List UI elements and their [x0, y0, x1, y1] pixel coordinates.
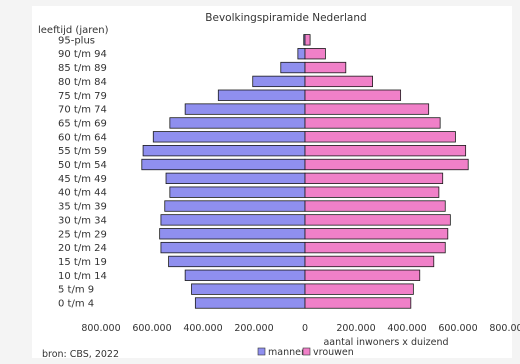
x-tick-label: 400.000: [183, 323, 222, 334]
y-tick-label: 50 t/m 54: [58, 160, 107, 171]
bar-mannen-30-t-m-34: [160, 214, 306, 226]
bar-mannen-65-t-m-69: [169, 117, 306, 129]
legend: mannen vrouwen: [257, 347, 354, 358]
bar-mannen-85-t-m-89: [280, 61, 306, 74]
bar-vrouwen-30-t-m-34: [304, 214, 451, 226]
y-tick-label: 65 t/m 69: [58, 118, 107, 129]
bar-mannen-75-t-m-79: [217, 89, 306, 101]
bar-mannen-55-t-m-59: [142, 144, 306, 157]
x-tick-labels: 800.000 600.000 400.000 200.000 0 200.000 400.…: [81, 323, 520, 334]
legend-swatch-mannen: [257, 347, 266, 356]
bar-vrouwen-45-t-m-49: [304, 172, 444, 185]
bar-mannen-5-t-m-9: [191, 283, 306, 295]
legend-swatch-vrouwen: [302, 347, 311, 356]
bar-mannen-25-t-m-29: [159, 228, 306, 240]
x-tick-label: 0: [302, 323, 308, 334]
y-tick-label: 15 t/m 19: [58, 257, 107, 268]
x-tick-label: 400.000: [387, 323, 426, 334]
y-tick-label: 0 t/m 4: [58, 299, 94, 310]
y-tick-label: 85 t/m 89: [58, 63, 107, 74]
y-tick-label: 45 t/m 49: [58, 174, 107, 185]
mannen-bars: [141, 34, 306, 309]
bar-vrouwen-20-t-m-24: [304, 241, 446, 254]
bar-vrouwen-65-t-m-69: [304, 117, 441, 129]
bar-mannen-0-t-m-4: [194, 297, 306, 309]
y-tick-label: 10 t/m 14: [58, 271, 107, 282]
y-tick-label: 40 t/m 44: [58, 188, 107, 199]
bar-mannen-20-t-m-24: [160, 241, 306, 254]
y-tick-label: 70 t/m 74: [58, 105, 107, 116]
bar-mannen-40-t-m-44: [169, 186, 306, 198]
bar-mannen-90-t-m-94: [297, 48, 306, 60]
bar-mannen-45-t-m-49: [165, 172, 306, 185]
bar-vrouwen-0-t-m-4: [304, 297, 412, 309]
x-tick-label: 200.000: [234, 323, 273, 334]
x-tick-label: 800.000: [489, 323, 520, 334]
bar-vrouwen-60-t-m-64: [304, 131, 456, 143]
y-tick-label: 55 t/m 59: [58, 146, 107, 157]
bar-vrouwen-75-t-m-79: [304, 89, 402, 101]
y-tick-label: 30 t/m 34: [58, 215, 107, 226]
y-tick-label: 95-plus: [58, 35, 95, 46]
chart-title: Bevolkingspiramide Nederland: [205, 12, 366, 24]
bar-vrouwen-85-t-m-89: [304, 61, 347, 74]
x-tick-label: 600.000: [132, 323, 171, 334]
y-tick-label: 20 t/m 24: [58, 243, 107, 254]
y-tick-label: 75 t/m 79: [58, 91, 107, 102]
bar-vrouwen-5-t-m-9: [304, 283, 414, 295]
y-tick-labels: 0 t/m 4 5 t/m 9 10 t/m 14 15 t/m 19 20 t/m 2…: [58, 35, 107, 309]
bar-vrouwen-50-t-m-54: [304, 158, 469, 171]
y-tick-label: 35 t/m 39: [58, 202, 107, 213]
x-axis-label: aantal inwoners x duizend: [323, 337, 448, 348]
y-tick-label: 90 t/m 94: [58, 49, 107, 60]
bar-mannen-15-t-m-19: [168, 255, 306, 268]
bar-vrouwen-15-t-m-19: [304, 255, 435, 268]
y-tick-label: 5 t/m 9: [58, 285, 94, 296]
x-tick-label: 800.000: [81, 323, 120, 334]
y-tick-label: 25 t/m 29: [58, 229, 107, 240]
bar-vrouwen-70-t-m-74: [304, 103, 430, 115]
bar-mannen-35-t-m-39: [164, 200, 306, 212]
bar-vrouwen-25-t-m-29: [304, 228, 449, 240]
bar-vrouwen-55-t-m-59: [304, 144, 467, 157]
bar-mannen-60-t-m-64: [152, 131, 306, 143]
bar-vrouwen-90-t-m-94: [304, 48, 326, 60]
bar-vrouwen-35-t-m-39: [304, 200, 446, 212]
x-tick-label: 200.000: [336, 323, 375, 334]
bar-mannen-70-t-m-74: [184, 103, 306, 115]
y-tick-label: 80 t/m 84: [58, 77, 107, 88]
bar-mannen-10-t-m-14: [184, 269, 306, 281]
y-tick-label: 60 t/m 64: [58, 132, 107, 143]
legend-label-mannen: mannen: [268, 347, 307, 358]
bar-vrouwen-95-plus: [304, 34, 311, 46]
bar-vrouwen-10-t-m-14: [304, 269, 421, 281]
bar-mannen-50-t-m-54: [141, 158, 306, 171]
vrouwen-bars: [304, 34, 469, 309]
bar-vrouwen-80-t-m-84: [304, 75, 373, 88]
bar-vrouwen-40-t-m-44: [304, 186, 440, 198]
source-note: bron: CBS, 2022: [42, 349, 119, 360]
y-axis-label: leeftijd (jaren): [38, 25, 109, 36]
x-tick-label: 600.000: [438, 323, 477, 334]
legend-label-vrouwen: vrouwen: [313, 347, 354, 358]
bar-mannen-80-t-m-84: [252, 75, 306, 88]
